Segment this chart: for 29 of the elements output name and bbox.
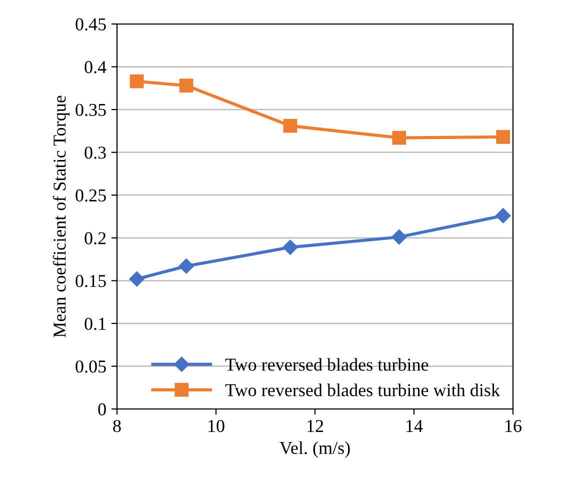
y-tick-label: 0.15 (76, 274, 106, 288)
x-tick-label: 12 (308, 420, 324, 432)
point (496, 208, 511, 224)
x-axis-title: Vel. (m/s) (280, 441, 350, 458)
y-tick-label: 0.4 (84, 61, 106, 74)
point (129, 271, 144, 287)
point (179, 78, 194, 93)
point (392, 229, 407, 245)
y-tick-label: 0.2 (84, 232, 106, 244)
legend-label: Two reversed blades turbine with disk (225, 384, 500, 396)
point (130, 74, 144, 88)
y-tick-label: 0 (98, 403, 106, 416)
point (282, 240, 298, 255)
y-tick-label: 0.1 (84, 318, 106, 330)
legend-label: Two reversed blades turbine (225, 358, 428, 371)
x-tick-label: 8 (113, 420, 121, 432)
y-tick-label: 0.25 (76, 189, 106, 202)
point (178, 258, 194, 274)
y-tick-label: 0.45 (76, 18, 106, 31)
point (392, 130, 406, 145)
x-tick-label: 14 (406, 420, 423, 432)
x-tick-label: 16 (506, 420, 522, 432)
point (496, 130, 510, 144)
x-tick-label: 10 (208, 420, 224, 432)
y-tick-label: 0.3 (84, 146, 106, 159)
y-tick-label: 0.35 (76, 104, 106, 116)
point (283, 118, 298, 133)
y-tick-label: 0.05 (76, 360, 106, 373)
y-axis-title: Mean coefficient of Static Torque (52, 96, 70, 338)
